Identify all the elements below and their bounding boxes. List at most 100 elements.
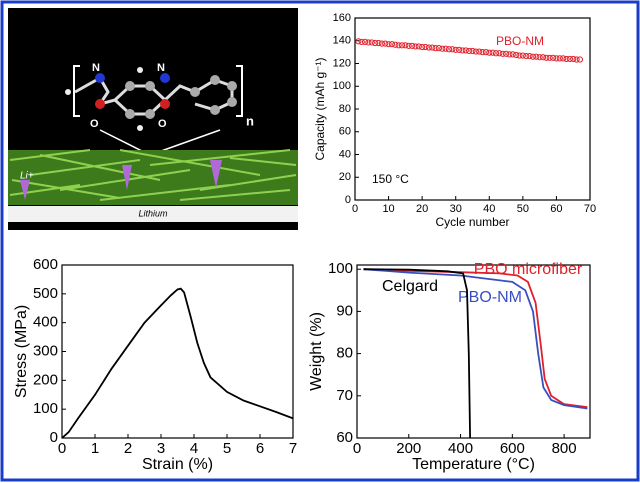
data-point <box>566 55 573 63</box>
y-tick-label: 400 <box>33 314 58 331</box>
y-tick-label: 20 <box>339 171 351 183</box>
x-tick-label: 5 <box>223 440 231 457</box>
data-point <box>472 48 479 55</box>
data-point <box>543 54 550 61</box>
data-point <box>405 42 412 49</box>
data-point <box>385 41 392 48</box>
data-point <box>455 46 463 53</box>
atom-label: N <box>157 62 165 74</box>
lithium-label: Lithium <box>138 208 168 218</box>
data-point <box>570 55 577 63</box>
data-point <box>476 48 483 55</box>
data-point <box>482 49 490 56</box>
data-line <box>61 287 294 439</box>
data-point <box>563 55 570 63</box>
y-tick-label: 0 <box>345 194 351 206</box>
x-axis-label: Temperature (°C) <box>412 456 535 473</box>
lithium-layer <box>8 206 298 222</box>
data-point <box>408 42 416 49</box>
x-tick-label: 800 <box>552 440 577 457</box>
data-point <box>509 51 516 58</box>
legend-label: PBO microfiber <box>474 261 583 278</box>
data-point <box>402 42 409 49</box>
y-tick-label: 90 <box>336 302 353 319</box>
x-tick-label: 60 <box>550 203 562 215</box>
y-tick-label: 500 <box>33 285 58 302</box>
y-axis-label: Weight (%) <box>308 312 325 391</box>
data-point <box>449 46 456 53</box>
x-tick-label: 7 <box>289 440 297 457</box>
annotation: 150 °C <box>372 172 409 186</box>
x-axis-label: Cycle number <box>435 215 509 229</box>
x-tick-label: 3 <box>157 440 165 457</box>
data-point <box>486 49 493 56</box>
data-point <box>459 47 466 54</box>
data-point <box>388 41 396 48</box>
data-point <box>549 54 557 61</box>
data-point <box>523 53 530 60</box>
y-tick-label: 200 <box>33 371 58 388</box>
repeat-label: n <box>246 113 254 128</box>
brackets <box>73 65 243 117</box>
atom-label: O <box>90 118 99 130</box>
y-tick-label: 0 <box>50 429 58 446</box>
y-tick-label: 60 <box>336 429 353 446</box>
data-point <box>422 43 429 51</box>
data-point <box>419 43 426 51</box>
data-point <box>435 45 443 52</box>
ion-label: Li+ <box>20 171 34 182</box>
legend-label: Celgard <box>382 278 438 295</box>
data-point <box>425 44 432 51</box>
x-tick-label: 20 <box>416 203 428 215</box>
y-tick-label: 100 <box>328 260 353 277</box>
y-tick-label: 160 <box>333 12 351 24</box>
data-point <box>546 54 553 61</box>
data-point <box>526 53 533 60</box>
data-point <box>398 42 406 49</box>
illustration: N N O O n Li+ Lithium <box>8 8 298 230</box>
data-point <box>529 53 537 60</box>
x-tick-label: 40 <box>483 203 495 215</box>
data-point <box>445 46 453 53</box>
y-tick-label: 600 <box>33 256 58 273</box>
x-tick-label: 0 <box>352 203 358 215</box>
data-point <box>519 52 526 59</box>
data-point <box>556 55 563 62</box>
data-point <box>479 49 486 56</box>
data-point <box>392 41 399 48</box>
y-tick-label: 80 <box>336 345 353 362</box>
data-point <box>516 52 523 59</box>
y-tick-label: 100 <box>33 400 58 417</box>
data-point <box>365 39 372 46</box>
data-point <box>358 38 365 45</box>
x-tick-label: 1 <box>91 440 99 457</box>
data-point <box>506 51 513 58</box>
data-point <box>492 50 500 57</box>
data-point <box>452 46 459 53</box>
data-point <box>513 51 520 59</box>
data-point <box>576 56 584 63</box>
data-point <box>496 50 503 57</box>
x-tick-label: 0 <box>58 440 66 457</box>
x-tick-label: 200 <box>396 440 421 457</box>
x-tick-label: 70 <box>584 203 596 215</box>
y-tick-label: 120 <box>333 57 351 69</box>
x-tick-label: 600 <box>500 440 525 457</box>
plot-frame <box>61 264 294 439</box>
data-line <box>363 268 471 439</box>
y-tick-label: 60 <box>339 126 351 138</box>
atoms <box>65 67 237 131</box>
x-tick-label: 4 <box>190 440 198 457</box>
y-tick-label: 300 <box>33 342 58 359</box>
y-tick-label: 140 <box>333 35 351 47</box>
data-point <box>469 47 476 55</box>
data-point <box>533 53 540 60</box>
legend-label: PBO-NM <box>458 289 522 306</box>
data-point <box>553 55 560 62</box>
data-point <box>395 42 402 49</box>
data-point <box>489 49 496 56</box>
y-tick-label: 80 <box>339 103 351 115</box>
x-tick-label: 10 <box>382 203 394 215</box>
